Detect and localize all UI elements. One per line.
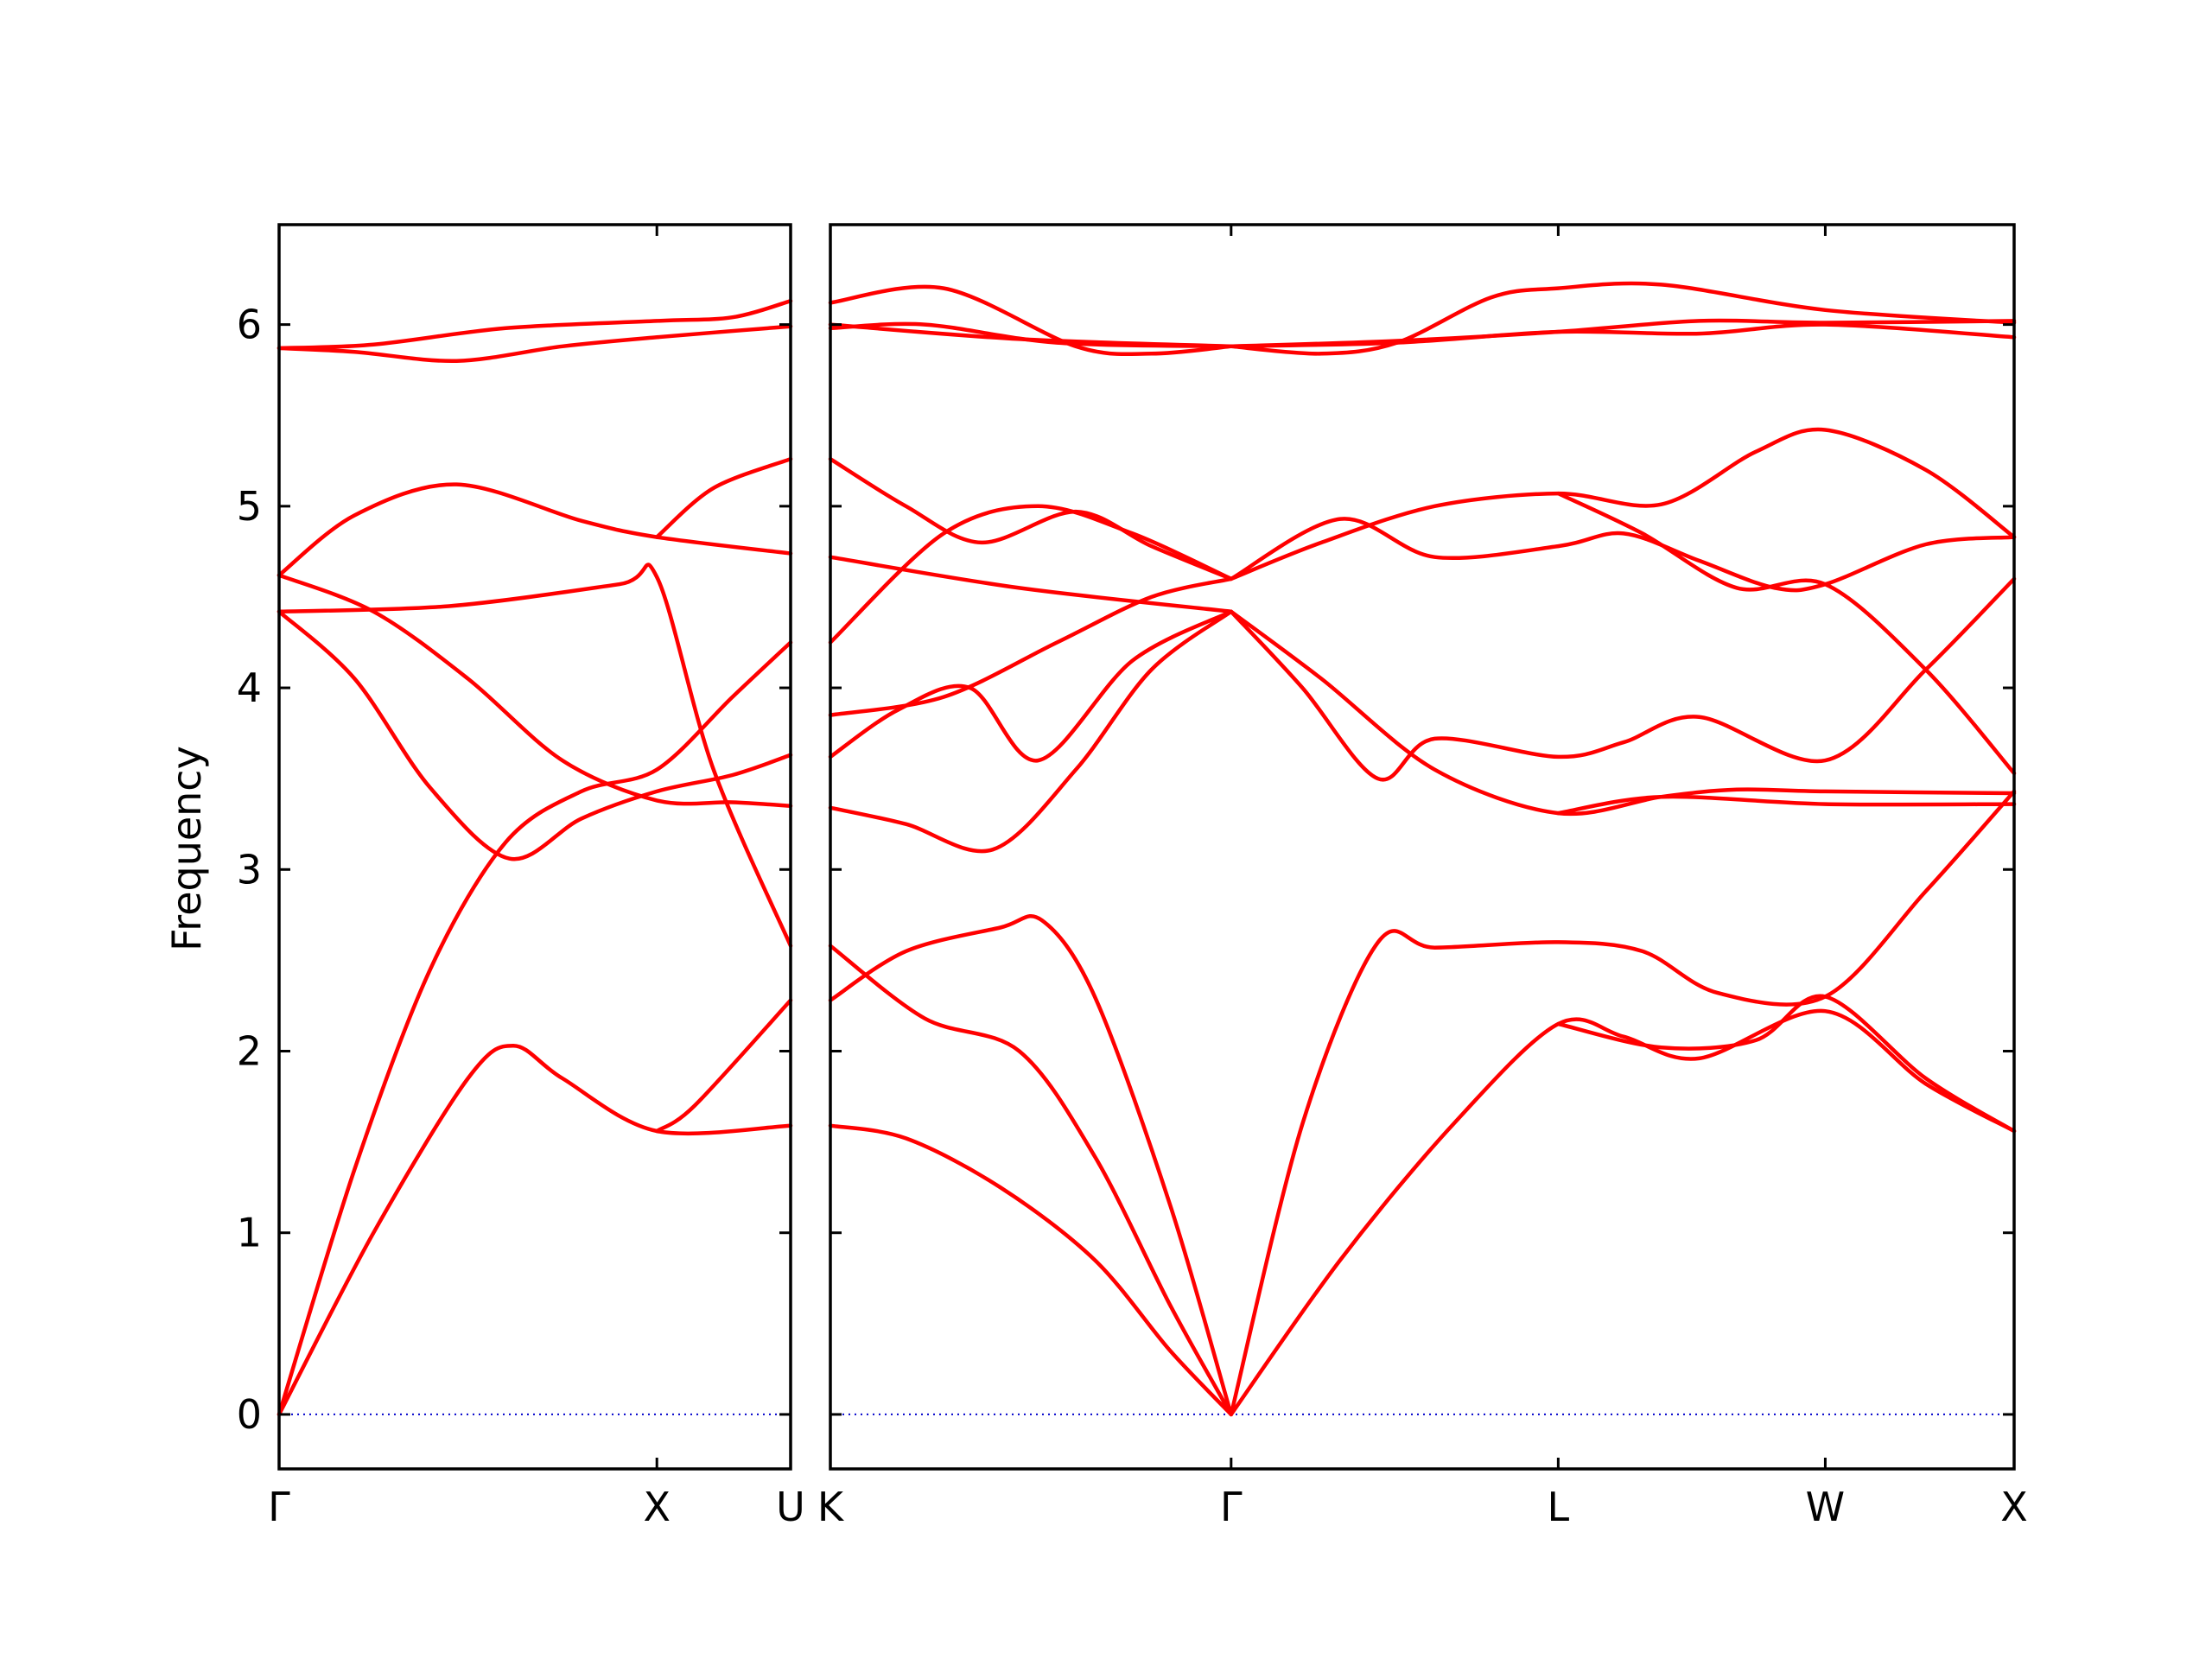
phonon-band-right-11 [828,555,1234,614]
phonon-band-right-7 [828,609,1234,854]
phonon-band-left-7 [654,456,793,539]
phonon-band-right-15 [1556,794,2017,816]
phonon-band-right-2 [828,944,1234,1417]
y-tick-label: 1 [237,1210,262,1256]
phonon-band-right-6 [1556,994,2017,1134]
phonon-band-left-10 [276,299,793,351]
x-tick-label: X [643,1484,671,1530]
phonon-band-right-5 [1229,789,2017,1417]
phonon-band-left-6 [276,482,793,577]
phonon-band-right-9 [828,576,1234,717]
left-panel: 0 1 2 3 4 5 6 Γ X U [237,223,805,1530]
phonon-band-left-5 [276,563,793,948]
x-tick-label: X [2000,1484,2028,1530]
phonon-band-left-9 [276,324,793,363]
phonon-band-right-10 [828,504,1234,645]
y-tick-label: 2 [237,1027,262,1074]
phonon-band-right-16 [1229,427,2017,582]
plot-frame [277,223,792,1471]
phonon-band-left-3 [276,609,793,861]
y-tick-label: 3 [237,846,262,893]
phonon-band-left-8 [654,998,793,1134]
phonon-band-right-18 [1556,491,2017,776]
y-axis-label: Frequency [163,746,210,951]
phonon-band-right-1 [828,1123,1234,1417]
phonon-band-right-22 [1229,281,2017,356]
x-tick-label: L [1548,1484,1570,1530]
phonon-band-right-8 [828,609,1234,763]
phonon-band-right-12 [828,456,1234,582]
phonon-band-left-1 [276,1043,793,1417]
phonon-band-right-17 [1229,517,2017,593]
x-tick-label: Γ [1220,1484,1243,1530]
phonon-band-right-21 [828,322,1234,349]
phonon-band-right-3 [828,914,1234,1417]
y-tick-label: 4 [237,664,262,711]
plot-frame [829,223,2016,1471]
phonon-band-left-2 [276,640,793,1417]
x-tick-label: W [1806,1484,1845,1530]
phonon-band-right-13 [1229,576,2017,782]
y-tick-label: 5 [237,483,262,530]
y-tick-label: 6 [237,302,262,348]
x-tick-label: K [817,1484,845,1530]
x-tick-label: U [776,1484,805,1530]
y-tick-label: 0 [237,1391,262,1438]
phonon-band-right-24 [1229,322,2017,349]
phonon-band-right-4 [1229,1008,2017,1417]
phonon-band-right-14 [1229,609,2017,817]
x-tick-label: Γ [268,1484,290,1530]
